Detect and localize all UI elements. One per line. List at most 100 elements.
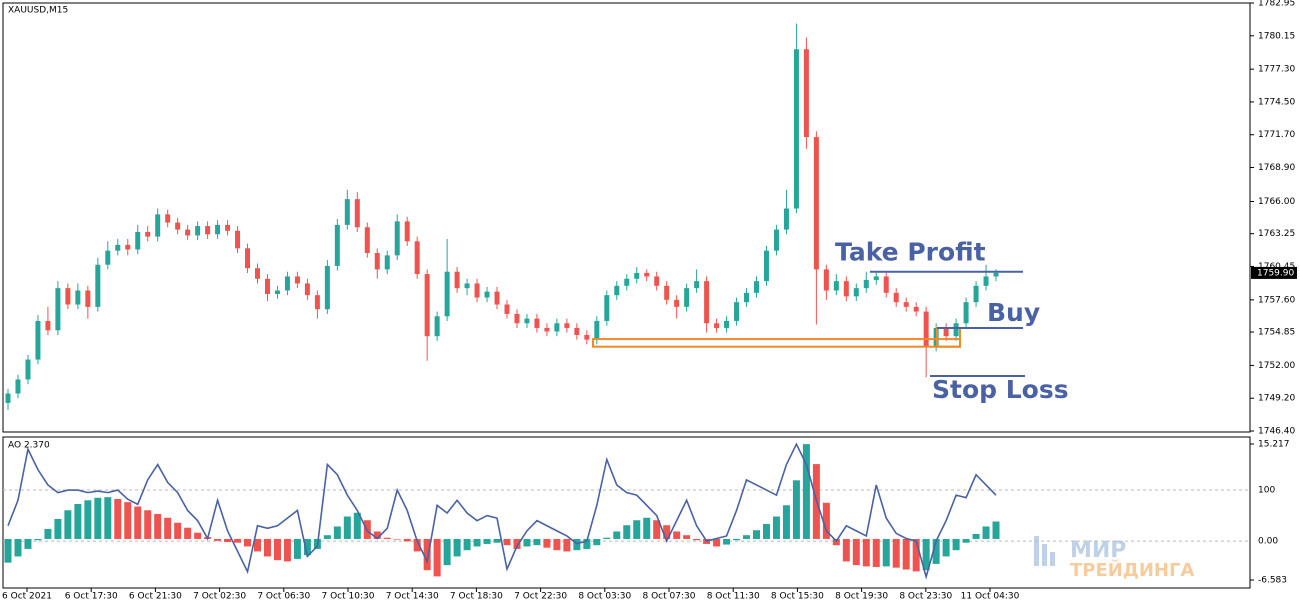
y-tick-label: 1768.90 [1258,163,1295,173]
ao-bar [473,538,481,547]
candle-body [963,302,969,324]
ao-bar [373,531,381,539]
candle-body [35,320,41,360]
candle-body [604,295,610,321]
main-frame [2,2,1251,433]
ao-bar [772,516,780,539]
candle-body [354,199,360,228]
ao-bar [293,538,301,559]
ao-bar [114,499,122,539]
ao-bar [972,533,980,539]
ao-bar [124,502,132,539]
candle-body [334,224,340,266]
candle-body [763,250,769,282]
candle-body [793,49,799,209]
candle-body [843,281,849,297]
candle-body [25,359,31,380]
candle-body [215,224,221,235]
ao-bar [663,525,671,539]
y-tick-label: 1771.70 [1258,130,1295,140]
candle-body [284,276,290,291]
candle-body [394,221,400,256]
symbol-label: XAUUSD,M15 [8,6,68,16]
candle-body [85,290,91,307]
candle-body [893,292,899,303]
x-tick-label: 7 Oct 22:30 [514,592,567,600]
candle-body [833,281,839,291]
ao-bar [992,521,1000,539]
ao-bar [862,538,870,567]
ao-bar [234,538,242,543]
y-tick-label: 15.217 [1258,440,1290,450]
ao-bar [383,537,391,539]
ao-bar [952,538,960,551]
ao-bar [353,512,361,539]
candle-body [803,49,809,138]
ao-bar [34,538,42,541]
candle-body [734,302,740,321]
ao-bar [263,538,271,557]
candle-body [125,244,131,250]
candle-body [314,295,320,310]
candle-body [115,244,121,251]
watermark-text: МИР [1070,538,1126,563]
y-tick-label: 1777.30 [1258,65,1295,75]
ao-bar [134,506,142,539]
ao-bar [743,535,751,539]
candle-body [474,283,480,298]
ao-bar [303,538,311,556]
candle-body [524,318,530,324]
candle-body [264,278,270,294]
x-tick-label: 6 Oct 21:30 [129,592,182,600]
candle-body [374,253,380,270]
candle-body [364,227,370,254]
ao-bar [84,500,92,539]
candle-body [165,214,171,223]
indicator-line [7,442,997,580]
ao-bar [254,538,261,552]
ao-bar [154,513,162,539]
y-tick-label: 1749.20 [1258,394,1295,404]
candle-body [674,299,680,307]
x-tick-label: 7 Oct 18:30 [450,592,503,600]
level-label: Stop Loss [932,375,1069,404]
y2-tick-label: 100 [1258,486,1275,496]
candle-body [823,269,829,291]
candle-body [943,327,949,337]
x-tick-label: 6 Oct 17:30 [65,592,118,600]
candle-body [504,304,510,314]
y-tick-label: 1752.00 [1258,361,1295,371]
x-tick-label: 8 Oct 15:30 [771,592,824,600]
candle-body [15,379,21,394]
ao-bar [673,531,681,539]
ao-bar [403,538,411,542]
ao-bar [563,538,571,552]
candle-body [145,231,151,237]
x-tick-label: 7 Oct 14:30 [386,592,439,600]
candle-body [594,320,600,340]
ao-bar [443,538,451,566]
ao-bar [214,538,222,541]
ao-bar [503,538,511,546]
x-tick-label: 8 Oct 23:30 [899,592,952,600]
ao-bar [453,538,461,557]
ao-bar [922,538,930,571]
level-label: Buy [987,298,1040,327]
ao-bar [393,538,401,540]
ao-bar [74,504,82,539]
ao-bar [932,538,940,564]
ao-bar [483,538,491,544]
y-tick-label: -6.583 [1258,576,1287,586]
ao-bar [553,538,561,551]
y-tick-label: 1763.25 [1258,229,1295,239]
last-price-label: 1759.90 [1257,268,1294,278]
ao-bar [842,538,850,562]
watermark-icon [1034,536,1039,566]
x-tick-label: 7 Oct 10:30 [322,592,375,600]
candle-body [853,288,859,297]
y-tick-label: 1754.85 [1258,328,1295,338]
candle-body [624,278,630,286]
zone-box [592,338,961,348]
x-tick-label: 8 Oct 03:30 [578,592,631,600]
